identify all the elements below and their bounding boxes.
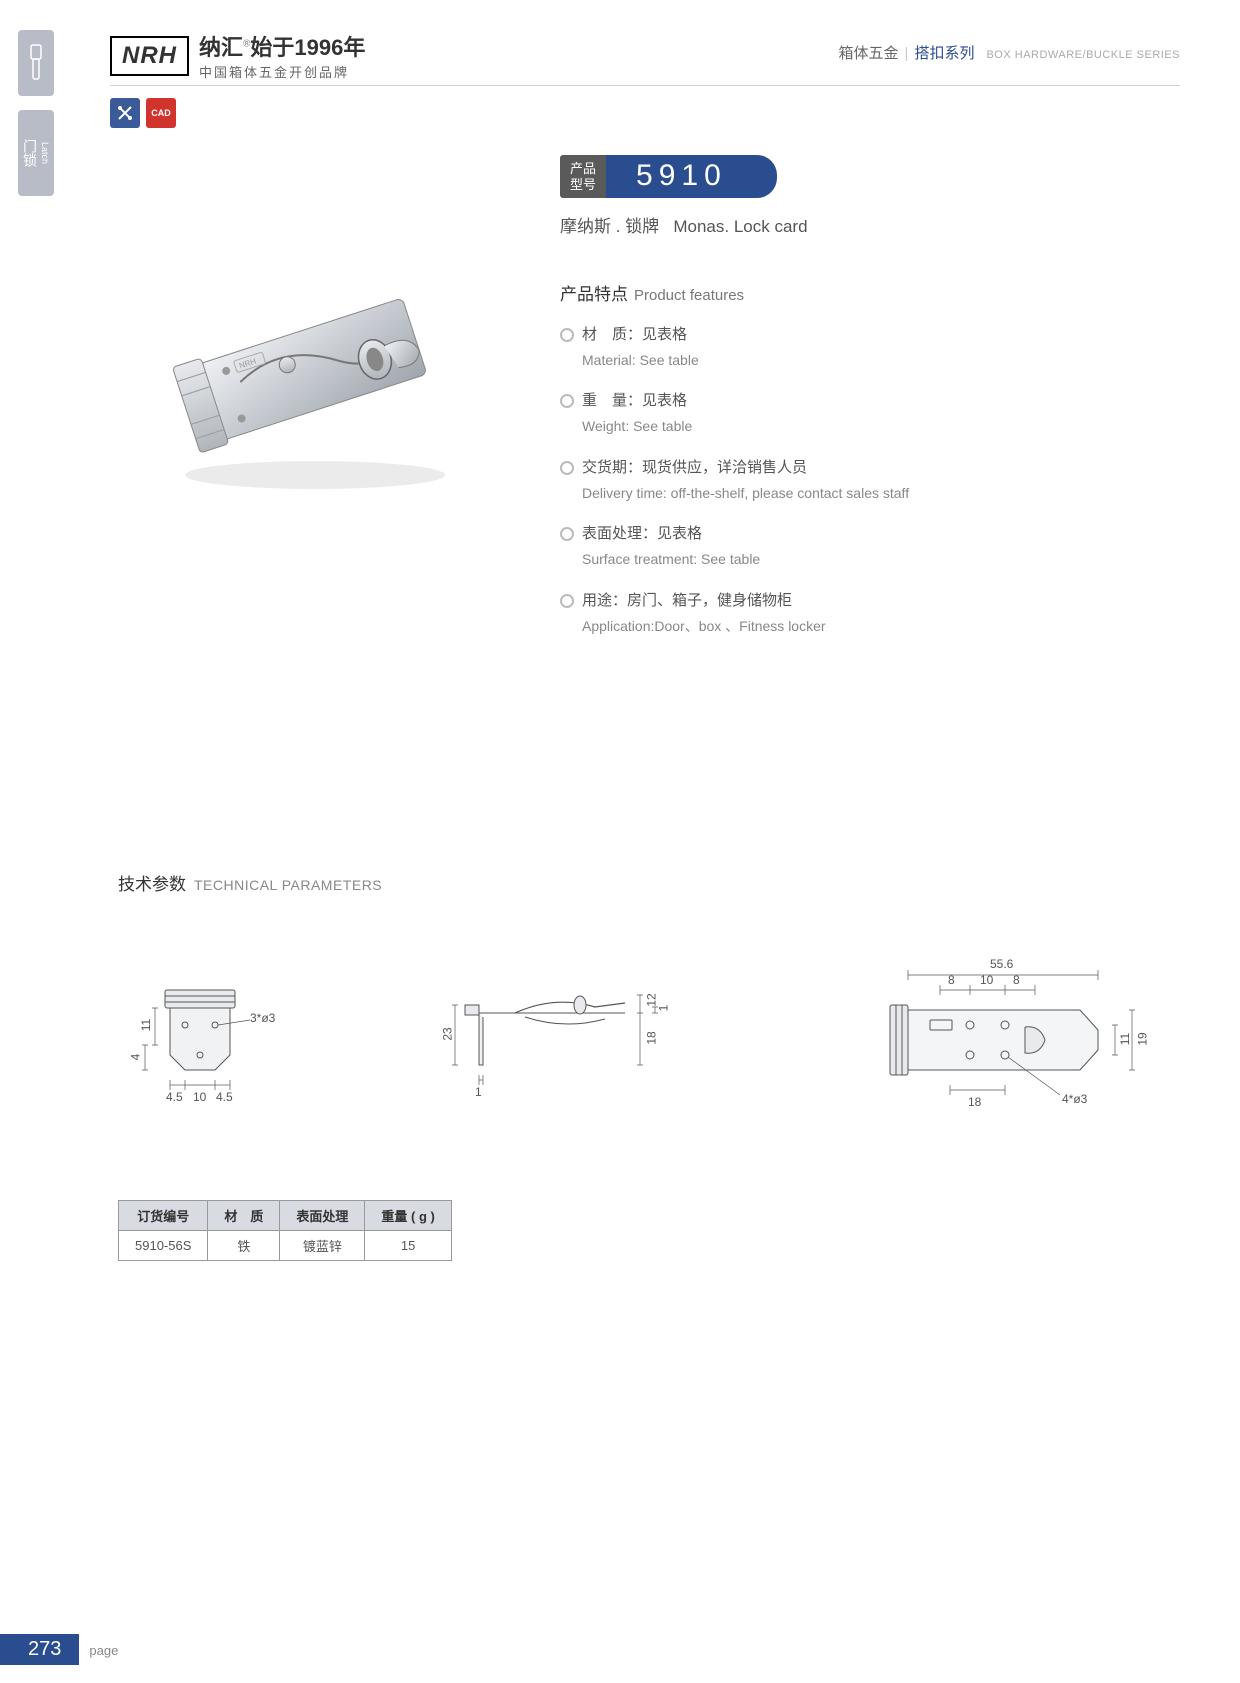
- tools-icon[interactable]: [110, 98, 140, 128]
- feature-item: 重 量：见表格Weight: See table: [560, 389, 909, 437]
- table-header: 订货编号: [119, 1201, 208, 1231]
- feature-item: 用途：房门、箱子，健身储物柜Application:Door、box 、Fitn…: [560, 589, 909, 637]
- page-label: page: [89, 1643, 118, 1658]
- dim-45a: 4.5: [166, 1090, 183, 1104]
- dim-1b: 1: [656, 1005, 670, 1012]
- model-number: 5910: [606, 155, 777, 198]
- diagram-side: 23 1 12 1 18: [425, 945, 705, 1125]
- side-tab-en: Latch: [40, 142, 50, 164]
- feature-cn: 材 质：见表格: [582, 323, 909, 347]
- page-header: NRH 纳汇®始于1996年 中国箱体五金开创品牌 箱体五金|搭扣系列BOX H…: [110, 30, 1180, 81]
- table-cell: 15: [365, 1231, 451, 1261]
- features-title-cn: 产品特点: [560, 285, 628, 304]
- model-label-l1: 产品: [570, 161, 596, 177]
- feature-item: 材 质：见表格Material: See table: [560, 323, 909, 371]
- dim-556: 55.6: [990, 957, 1013, 971]
- dim-18b: 18: [968, 1095, 981, 1109]
- dim-holes3: 4*ø3: [1062, 1092, 1087, 1106]
- dim-10: 10: [193, 1090, 206, 1104]
- action-icons: CAD: [110, 98, 176, 128]
- page-number: 273: [0, 1634, 79, 1665]
- side-tab-icon: [18, 30, 54, 96]
- tech-params-title: 技术参数 TECHNICAL PARAMETERS: [118, 870, 382, 895]
- dim-19: 19: [1136, 1032, 1150, 1045]
- model-name: 摩纳斯 . 锁牌 Monas. Lock card: [560, 212, 808, 237]
- feature-cn: 用途：房门、箱子，健身储物柜: [582, 589, 909, 613]
- dim-11b: 11: [1118, 1033, 1132, 1045]
- product-photo: NRH: [140, 230, 480, 510]
- features-title-en: Product features: [634, 287, 744, 304]
- dim-1: 1: [475, 1085, 482, 1099]
- table-header: 重量 ( g ): [365, 1201, 451, 1231]
- dim-4: 4: [128, 1054, 142, 1061]
- feature-en: Material: See table: [582, 349, 909, 371]
- table-cell: 镀蓝锌: [280, 1231, 365, 1261]
- feature-item: 交货期：现货供应，详洽销售人员Delivery time: off-the-sh…: [560, 456, 909, 504]
- dim-11: 11: [139, 1019, 153, 1031]
- model-name-en: Monas. Lock card: [673, 217, 807, 236]
- model-name-cn: 摩纳斯 . 锁牌: [560, 217, 659, 236]
- model-label-l2: 型号: [570, 177, 596, 193]
- page-footer: 273 page: [0, 1634, 118, 1665]
- side-tab-category: Latch 门锁: [18, 110, 54, 196]
- features-title: 产品特点 Product features: [560, 280, 909, 305]
- spec-table: 订货编号材 质表面处理重量 ( g ) 5910-56S铁镀蓝锌15: [118, 1200, 452, 1261]
- dim-18: 18: [645, 1031, 659, 1044]
- tech-title-cn: 技术参数: [118, 875, 186, 894]
- header-cn1: 箱体五金: [839, 45, 899, 62]
- logo-line1: 纳汇®始于1996年: [199, 30, 365, 62]
- logo-cn: 纳汇: [199, 35, 243, 60]
- table-header: 表面处理: [280, 1201, 365, 1231]
- header-divider: [110, 85, 1180, 86]
- technical-diagrams: 11 4 4.5 10 4.5 3*ø3 23 1: [110, 920, 1180, 1150]
- model-label: 产品 型号: [560, 155, 606, 198]
- table-header: 材 质: [208, 1201, 280, 1231]
- model-block: 产品 型号 5910 摩纳斯 . 锁牌 Monas. Lock card: [560, 155, 808, 237]
- tech-title-en: TECHNICAL PARAMETERS: [194, 877, 382, 893]
- dim-23: 23: [441, 1027, 455, 1040]
- logo-block: NRH 纳汇®始于1996年 中国箱体五金开创品牌: [110, 30, 365, 81]
- dim-45b: 4.5: [216, 1090, 233, 1104]
- dim-8b: 8: [1013, 973, 1020, 987]
- header-en: BOX HARDWARE/BUCKLE SERIES: [986, 49, 1180, 61]
- table-row: 5910-56S铁镀蓝锌15: [119, 1231, 452, 1261]
- feature-en: Delivery time: off-the-shelf, please con…: [582, 482, 909, 504]
- logo-sub: 中国箱体五金开创品牌: [199, 62, 365, 81]
- table-cell: 铁: [208, 1231, 280, 1261]
- feature-en: Surface treatment: See table: [582, 548, 909, 570]
- header-category: 箱体五金|搭扣系列BOX HARDWARE/BUCKLE SERIES: [839, 30, 1180, 63]
- dim-holes1: 3*ø3: [250, 1011, 275, 1025]
- dim-10b: 10: [980, 973, 993, 987]
- table-cell: 5910-56S: [119, 1231, 208, 1261]
- diagram-top: 55.6 8 10 8 11 19 18 4*ø3: [840, 935, 1180, 1135]
- feature-cn: 表面处理：见表格: [582, 522, 909, 546]
- logo-since: 始于1996年: [250, 35, 365, 60]
- dim-8a: 8: [948, 973, 955, 987]
- header-cn2: 搭扣系列: [914, 45, 974, 62]
- features-block: 产品特点 Product features 材 质：见表格Material: Se…: [560, 280, 909, 655]
- feature-en: Application:Door、box 、Fitness locker: [582, 615, 909, 637]
- side-tab-cn: 门锁: [20, 139, 40, 167]
- feature-cn: 交货期：现货供应，详洽销售人员: [582, 456, 909, 480]
- cad-icon[interactable]: CAD: [146, 98, 176, 128]
- feature-en: Weight: See table: [582, 415, 909, 437]
- feature-cn: 重 量：见表格: [582, 389, 909, 413]
- logo-mark: NRH: [110, 36, 189, 76]
- diagram-front-small: 11 4 4.5 10 4.5 3*ø3: [110, 945, 290, 1125]
- feature-item: 表面处理：见表格Surface treatment: See table: [560, 522, 909, 570]
